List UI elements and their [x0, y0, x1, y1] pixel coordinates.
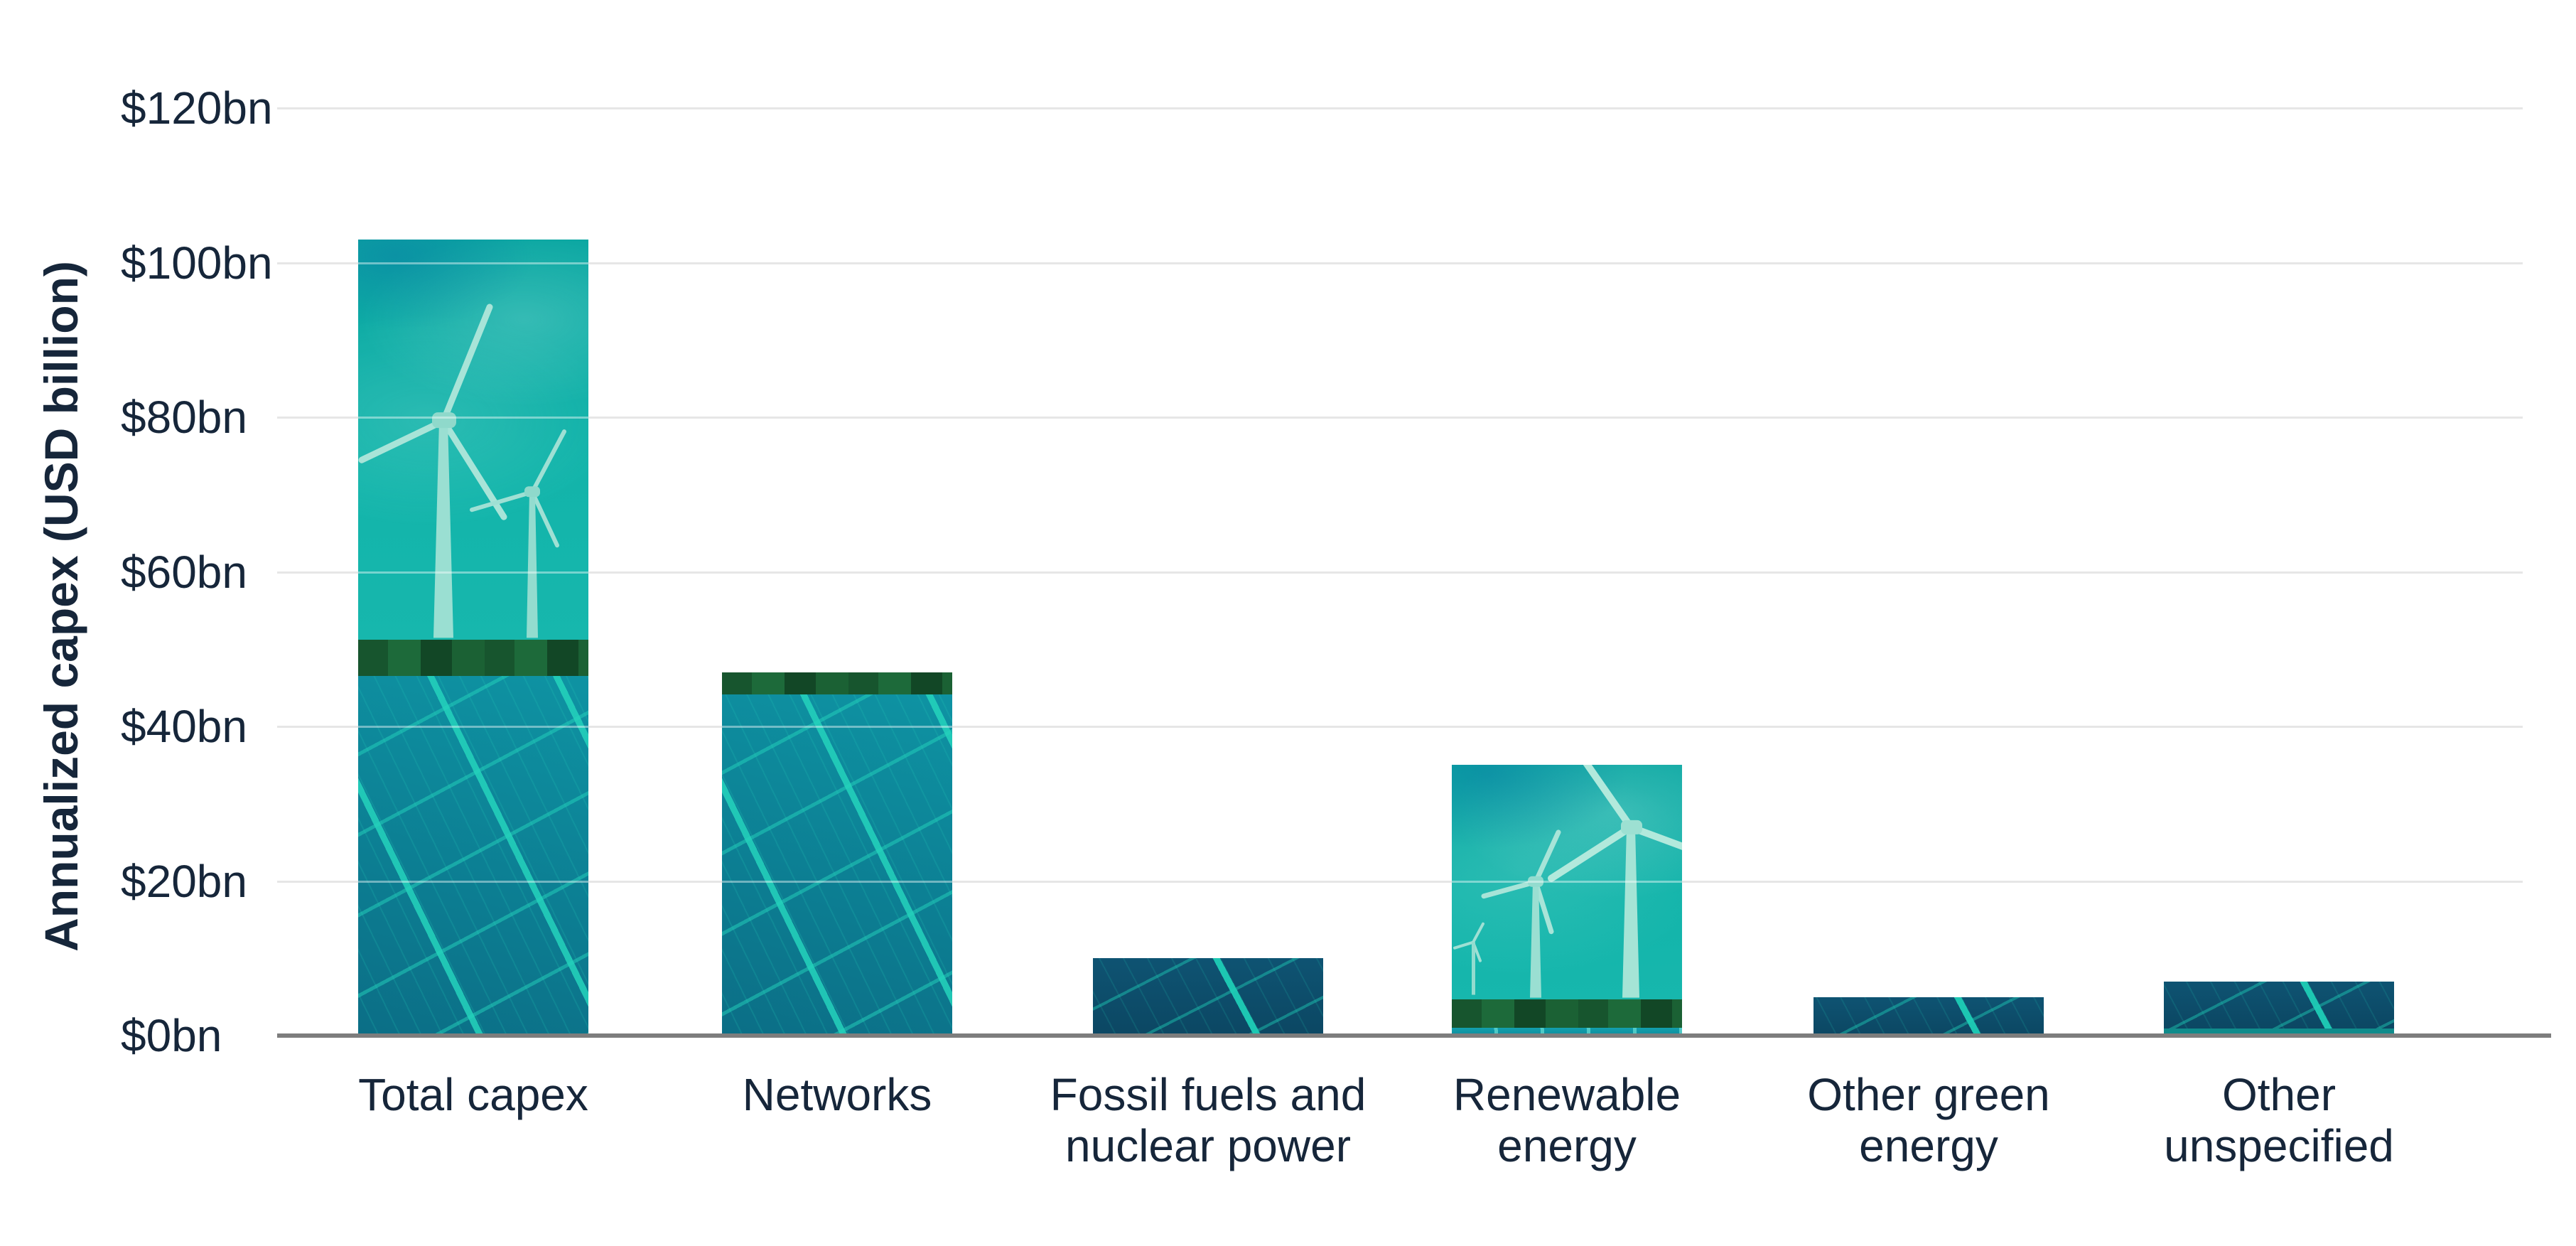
gridline-100	[277, 262, 2523, 264]
solar-panel-texture	[358, 675, 588, 1036]
ytick-20bn: $20bn	[121, 856, 247, 907]
tree-line-image	[1452, 999, 1682, 1028]
solar-panel-texture	[722, 694, 952, 1036]
bar-networks	[722, 672, 952, 1036]
gridline-20	[277, 881, 2523, 883]
bar-fossil-fuels-nuclear	[1093, 958, 1323, 1036]
ytick-80bn: $80bn	[121, 392, 247, 443]
bar-renewable-energy	[1452, 765, 1682, 1036]
gridline-overlay	[277, 881, 2523, 883]
gridline-overlay	[277, 262, 2523, 264]
gridline-overlay	[277, 107, 2523, 109]
ytick-40bn: $40bn	[121, 701, 247, 752]
solar-panel-texture	[2164, 982, 2394, 1036]
bar-total-capex	[358, 240, 588, 1036]
ytick-100bn: $100bn	[121, 237, 273, 289]
category-label-renewable: Renewable energy	[1453, 1069, 1681, 1171]
x-axis-line	[277, 1033, 2551, 1038]
gridline-overlay	[277, 726, 2523, 728]
wind-turbine-icon	[1453, 765, 1682, 998]
gridline-overlay	[277, 571, 2523, 574]
tree-line-image	[722, 672, 952, 694]
ytick-60bn: $60bn	[121, 547, 247, 598]
category-label-fossil-fuels: Fossil fuels and nuclear power	[1050, 1069, 1367, 1171]
category-label-other-unspec: Other unspecified	[2164, 1069, 2394, 1171]
wind-turbine-icon	[358, 304, 566, 638]
solar-panel-texture	[1452, 1027, 1682, 1036]
bar-other-green-energy	[1814, 997, 2044, 1036]
ytick-0bn: $0bn	[121, 1010, 222, 1061]
y-axis-title: Annualized capex (USD billion)	[35, 261, 87, 952]
category-label-total-capex: Total capex	[358, 1069, 588, 1120]
category-label-other-green: Other green energy	[1807, 1069, 2050, 1171]
wind-farm-sky-image	[1452, 765, 1682, 999]
wind-farm-sky-image	[358, 240, 588, 640]
bar-other-unspecified	[2164, 982, 2394, 1036]
solar-panel-texture	[1093, 958, 1323, 1036]
tree-line-image	[358, 640, 588, 676]
category-label-networks: Networks	[742, 1069, 932, 1120]
gridline-120	[277, 107, 2523, 109]
gridline-overlay	[277, 417, 2523, 419]
solar-panel-texture	[1814, 997, 2044, 1036]
gridline-80	[277, 417, 2523, 419]
gridline-60	[277, 571, 2523, 574]
ytick-120bn: $120bn	[121, 82, 273, 134]
gridline-40	[277, 726, 2523, 728]
